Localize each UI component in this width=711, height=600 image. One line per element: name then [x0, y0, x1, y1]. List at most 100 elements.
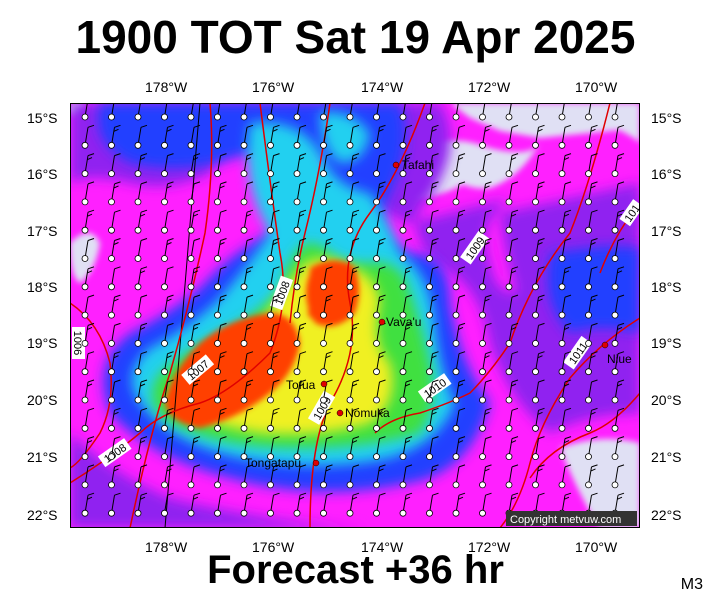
wind-barb: [134, 266, 148, 291]
wind-barb: [81, 492, 95, 517]
wind-barb: [187, 181, 201, 206]
wind-barb: [452, 379, 466, 404]
wind-barb: [532, 351, 545, 376]
wind-barbs: [81, 103, 625, 517]
wind-barb: [81, 322, 95, 347]
wind-barb: [399, 266, 413, 291]
wind-barb: [293, 124, 307, 149]
wind-barb: [187, 464, 201, 489]
wind-barb: [214, 351, 227, 376]
wind-barb: [267, 153, 280, 177]
wind-barb: [532, 294, 545, 319]
lat-label-left: 21°S: [27, 449, 58, 465]
wind-barb: [558, 379, 572, 404]
wind-barb: [373, 238, 386, 262]
wind-barb: [452, 266, 466, 291]
lat-label-left: 20°S: [27, 392, 58, 408]
wind-barb: [240, 103, 248, 121]
wind-barb: [532, 103, 539, 121]
wind-barb: [558, 181, 572, 206]
wind-barb: [161, 351, 174, 376]
wind-barb: [399, 379, 413, 404]
wind-barb: [320, 379, 333, 404]
wind-barb: [452, 294, 466, 319]
wind-barb: [346, 379, 360, 404]
place-markers: Tafahi Vava'u Niue Tofua Nomuka Tongatap…: [245, 158, 632, 470]
wind-barb: [81, 294, 95, 319]
lat-label-left: 19°S: [27, 335, 58, 351]
wind-barb: [532, 153, 545, 177]
wind-barb: [214, 266, 227, 291]
wind-barb: [267, 238, 280, 262]
wind-barb: [426, 294, 439, 319]
wind-barb: [452, 407, 466, 432]
wind-barb: [187, 351, 201, 376]
wind-barb: [320, 492, 333, 517]
wind-barb: [267, 209, 280, 234]
wind-barb: [293, 209, 307, 234]
wind-barb: [134, 351, 148, 376]
wind-barb: [479, 181, 492, 206]
wind-barb: [558, 103, 566, 121]
place-label-nomuka: Nomuka: [345, 406, 390, 420]
lat-label-right: 22°S: [651, 507, 682, 523]
wind-barb: [293, 436, 307, 461]
wind-barb: [479, 351, 492, 376]
wind-barb: [558, 322, 572, 347]
wind-barb: [611, 153, 625, 177]
wind-barb: [346, 209, 360, 234]
wind-barb: [108, 294, 121, 319]
wind-barb: [452, 464, 466, 489]
wind-barb: [558, 294, 572, 319]
wind-barb: [346, 351, 360, 376]
wind-barb: [399, 436, 413, 461]
lon-label-top: 174°W: [361, 79, 404, 95]
wind-barb: [214, 492, 227, 517]
wind-barb: [373, 209, 386, 234]
wind-barb: [479, 103, 486, 121]
wind-barb: [214, 209, 227, 234]
wind-barb: [346, 238, 360, 262]
isobar-label: 1006: [71, 331, 83, 355]
wind-barb: [399, 153, 413, 177]
wind-barb: [214, 238, 227, 262]
wind-barb: [505, 351, 519, 376]
wind-barb: [585, 124, 598, 149]
wind-barb: [161, 266, 174, 291]
wind-barb: [399, 322, 413, 347]
lon-label-bottom: 170°W: [575, 539, 618, 555]
wind-barb: [108, 464, 121, 489]
wind-barb: [452, 124, 466, 149]
wind-barb: [479, 238, 492, 262]
wind-barb: [585, 103, 592, 121]
wind-barb: [161, 209, 174, 234]
wind-barb: [81, 153, 95, 177]
wind-barb: [426, 103, 433, 121]
wind-barb: [346, 407, 360, 432]
wind-barb: [346, 492, 360, 517]
wind-barb: [611, 209, 625, 234]
wind-barb: [81, 464, 95, 489]
wind-barb: [240, 124, 254, 149]
wind-barb: [108, 266, 121, 291]
lat-label-right: 19°S: [651, 335, 682, 351]
wind-barb: [585, 436, 598, 461]
copyright-text: Copyright metvuw.com: [510, 514, 621, 526]
wind-barb: [399, 407, 413, 432]
wind-barb: [346, 181, 360, 206]
wind-barb: [187, 379, 201, 404]
wind-barb: [611, 379, 625, 404]
wind-barb: [373, 351, 386, 376]
wind-barb: [558, 464, 572, 489]
wind-barb: [134, 379, 148, 404]
wind-barb: [346, 266, 360, 291]
place-dot: [378, 318, 386, 326]
wind-barb: [426, 181, 439, 206]
wind-barb: [426, 238, 439, 262]
lat-label-right: 17°S: [651, 223, 682, 239]
wind-barb: [134, 209, 148, 234]
wind-barb: [320, 464, 333, 489]
wind-barb: [187, 103, 195, 121]
wind-barb: [320, 181, 333, 206]
wind-barb: [293, 181, 307, 206]
